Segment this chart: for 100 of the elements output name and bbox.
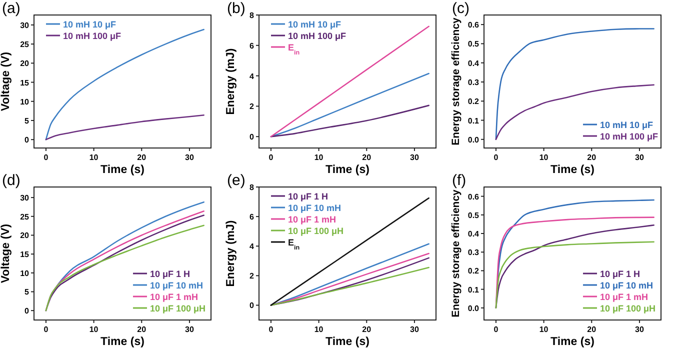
- line-series: [45, 28, 204, 140]
- y-tick-label: 15: [20, 250, 30, 260]
- legend-label: 10 mH 100 μF: [600, 132, 659, 142]
- line-series: [45, 114, 204, 140]
- x-tick-label: 30: [635, 153, 644, 162]
- x-tick-label: 10: [539, 325, 549, 334]
- y-tick-label: 10: [20, 268, 30, 278]
- x-axis-title: Time (s): [550, 336, 595, 348]
- y-tick-label: 5: [24, 288, 30, 297]
- x-tick-label: 30: [410, 153, 420, 162]
- y-axis-title: Energy (mJ): [225, 48, 237, 115]
- y-tick-label: 30: [20, 194, 30, 203]
- y-tick-label: 4: [250, 242, 255, 252]
- y-tick-label: 0.3: [468, 78, 480, 87]
- x-axis-title: Time (s): [100, 336, 145, 348]
- y-tick-label: 8: [250, 183, 255, 192]
- y-tick-label: 0.5: [468, 40, 480, 49]
- y-tick-label: 0.6: [468, 192, 480, 202]
- legend-label: 10 μF 1 mH: [288, 214, 336, 224]
- x-tick-label: 10: [89, 325, 99, 334]
- y-tick-label: 20: [20, 59, 30, 68]
- y-tick-label: 0.1: [468, 285, 480, 294]
- y-tick-label: 6: [250, 41, 255, 50]
- legend-label: 10 mH 10 μF: [288, 20, 342, 30]
- legend-label: 10 mH 10 μF: [63, 20, 117, 30]
- x-axis-title: Time (s): [550, 164, 595, 176]
- y-axis-title: Voltage (V): [0, 52, 12, 112]
- legend-label: E$_{in}$: [288, 238, 300, 251]
- y-tick-label: 20: [20, 231, 30, 240]
- x-tick-label: 30: [185, 153, 194, 162]
- y-tick-label: 0.2: [468, 266, 480, 276]
- x-axis-title: Time (s): [326, 336, 370, 348]
- chart-title: (f): [452, 172, 466, 189]
- x-tick-label: 10: [539, 153, 549, 162]
- legend-label: 10 μF 10 mH: [288, 203, 342, 213]
- line-series: [270, 266, 430, 306]
- legend-label: 10 μF 10 mH: [150, 280, 204, 290]
- x-tick-label: 0: [268, 325, 274, 334]
- legend-label: E$_{in}$: [288, 42, 300, 56]
- y-tick-label: 4: [250, 72, 255, 81]
- legend-label: 10 μF 1 mH: [150, 292, 198, 302]
- chart-title: (b): [227, 0, 246, 17]
- legend-label: 10 μF 1 H: [150, 269, 190, 279]
- x-tick-label: 0: [494, 153, 499, 162]
- y-tick-label: 0.4: [468, 58, 480, 68]
- y-tick-label: 0.0: [468, 304, 480, 313]
- legend-label: 10 mH 10 μF: [600, 120, 654, 130]
- x-tick-label: 20: [137, 153, 147, 162]
- x-tick-label: 20: [137, 325, 147, 334]
- y-tick-label: 0.4: [468, 230, 480, 239]
- legend-label: 10 μF 1 H: [288, 192, 328, 202]
- x-tick-label: 30: [410, 325, 420, 334]
- x-tick-label: 10: [314, 153, 324, 162]
- y-tick-label: 0: [250, 301, 255, 310]
- y-tick-label: 15: [20, 78, 30, 88]
- y-tick-label: 0.5: [468, 210, 480, 220]
- chart-title: (e): [227, 172, 246, 189]
- y-tick-label: 5: [24, 116, 30, 126]
- y-tick-label: 6: [250, 212, 255, 222]
- y-tick-label: 30: [20, 20, 30, 30]
- y-tick-label: 0.2: [468, 97, 480, 106]
- y-tick-label: 0.1: [468, 116, 480, 126]
- legend-label: 10 μF 100 μH: [150, 304, 206, 314]
- x-tick-label: 0: [494, 325, 499, 334]
- x-tick-label: 20: [362, 325, 372, 334]
- y-tick-label: 0.0: [468, 135, 480, 144]
- y-axis-title: Energy storage efficiency: [450, 17, 462, 146]
- x-tick-label: 0: [44, 153, 49, 162]
- y-tick-label: 2: [250, 102, 255, 112]
- y-axis-title: Voltage (V): [0, 224, 12, 284]
- x-tick-label: 30: [185, 325, 194, 334]
- legend-label: 10 μF 1 mH: [600, 292, 648, 302]
- legend-label: 10 mH 100 μF: [288, 31, 347, 41]
- y-tick-label: 10: [20, 97, 30, 106]
- y-axis-title: Energy storage efficiency: [450, 189, 462, 318]
- chart-title: (c): [452, 0, 470, 17]
- x-tick-label: 20: [587, 153, 597, 162]
- x-tick-label: 30: [635, 325, 644, 334]
- x-tick-label: 0: [44, 325, 49, 334]
- y-tick-label: 8: [250, 11, 255, 20]
- x-axis-title: Time (s): [326, 164, 370, 176]
- chart-title: (d): [2, 172, 20, 189]
- x-tick-label: 10: [314, 325, 324, 334]
- x-axis-title: Time (s): [100, 164, 145, 176]
- chart-title: (a): [2, 0, 20, 17]
- y-axis-title: Energy (mJ): [225, 220, 237, 287]
- y-tick-label: 2: [250, 272, 255, 281]
- y-tick-label: 25: [20, 212, 30, 222]
- legend-label: 10 μF 1 H: [600, 269, 640, 279]
- y-tick-label: 0.3: [468, 248, 480, 258]
- legend-label: 10 μF 100 μH: [600, 304, 656, 314]
- y-tick-label: 0: [250, 132, 255, 142]
- y-tick-label: 25: [20, 40, 30, 50]
- legend-label: 10 μF 10 mH: [600, 280, 654, 290]
- line-series: [270, 104, 430, 138]
- legend-label: 10 μF 100 μH: [288, 226, 344, 236]
- x-tick-label: 0: [268, 153, 274, 162]
- x-tick-label: 20: [587, 325, 597, 334]
- y-tick-label: 0: [24, 136, 30, 145]
- x-tick-label: 10: [89, 153, 99, 162]
